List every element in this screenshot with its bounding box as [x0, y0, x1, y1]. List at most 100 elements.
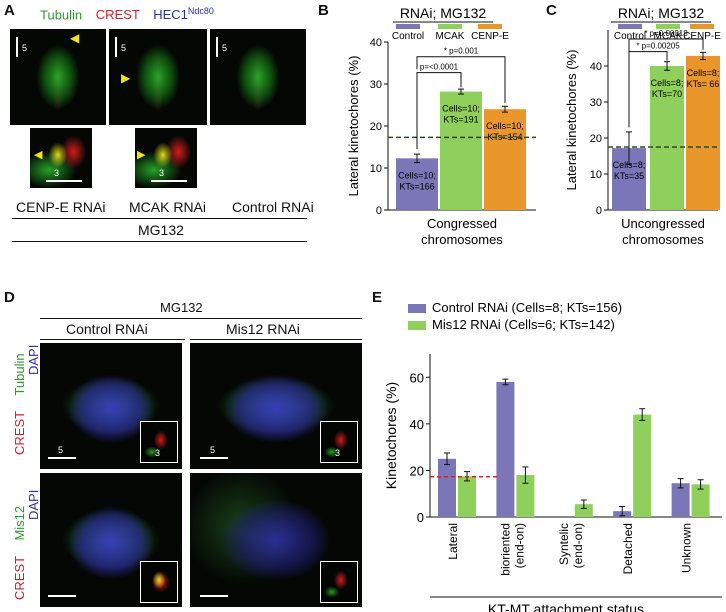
micrograph-control-tubulin: 5 3	[40, 343, 182, 469]
legend-label: MCAK	[436, 31, 465, 42]
legend-crest: CREST	[95, 7, 140, 23]
panel-label-c: C	[546, 2, 557, 19]
y-tick-label: 40	[370, 37, 382, 49]
scale-label: 5	[222, 43, 228, 53]
bar-data-label: KTs= 66	[687, 79, 720, 89]
scale-label: 5	[121, 43, 127, 53]
scale-label: 3	[155, 448, 161, 458]
chart-title: RNAi; MG132	[618, 5, 705, 21]
bar	[650, 66, 684, 210]
x-axis-label-line: chromosomes	[421, 232, 503, 247]
y-tick-label: 20	[590, 133, 602, 145]
x-tick-label: Unknown	[680, 523, 694, 573]
x-tick-label: Lateral	[446, 523, 460, 560]
scale-label: 3	[159, 168, 165, 178]
bar	[438, 458, 456, 517]
condition-label: MCAK RNAi	[129, 199, 207, 215]
y-tick-label: 20	[410, 463, 424, 478]
bar-data-label: KTs=191	[443, 115, 478, 125]
condition-label: Control RNAi	[66, 321, 148, 337]
x-axis-label-line: chromosomes	[622, 232, 704, 247]
y-tick-label: 10	[590, 169, 602, 181]
bar-data-label: Cells=10;	[398, 170, 436, 180]
bar-data-label: Cells=10;	[442, 104, 480, 114]
zoom-cenpe-rnai: ◀ 3	[30, 128, 92, 188]
x-tick-label: Detached	[621, 523, 635, 574]
bar-data-label: Cells=8;	[651, 78, 684, 88]
y-axis-label: Lateral kinetochores (%)	[564, 50, 579, 191]
bar-data-label: Cells=8;	[687, 68, 720, 78]
y-tick-label: 10	[370, 163, 382, 175]
scale-label: 5	[58, 445, 64, 455]
legend-hec1-superscript: Ndc80	[187, 6, 214, 16]
bar	[484, 109, 526, 210]
arrowhead-icon: ◀	[70, 31, 80, 45]
bar	[686, 55, 720, 210]
row2-dapi-label: DAPI	[26, 489, 41, 520]
legend-label: Control	[392, 31, 424, 42]
y-tick-label: 30	[370, 79, 382, 91]
arrowhead-icon: ▶	[121, 71, 131, 85]
chart-b: RNAi; MG132 Control MCAK CENP-E 0 10 20 30 40 Lat…	[346, 5, 536, 247]
significance-bracket	[416, 72, 462, 150]
scale-bar	[200, 595, 228, 597]
panel-label-b: B	[318, 2, 329, 19]
micrograph-mis12-mis12	[190, 473, 362, 607]
scale-bar	[115, 37, 117, 57]
legend-label: MCAK	[654, 31, 683, 42]
row1-channel-labels: CREST Tubulin	[12, 353, 27, 455]
scale-label: 5	[210, 445, 216, 455]
x-tick-label: bioriented	[498, 523, 512, 576]
inset: 3	[320, 421, 358, 463]
divider	[190, 339, 362, 340]
treatment-label: MG132	[138, 222, 184, 238]
legend-label: Control	[614, 31, 646, 42]
row2-channel-labels: CREST Mis12	[12, 505, 27, 600]
scale-bar	[200, 457, 228, 459]
bar	[671, 483, 690, 517]
legend-swatch	[618, 24, 642, 29]
panel-label-e: E	[372, 289, 383, 306]
legend-label: Control RNAi (Cells=8; KTs=156)	[432, 300, 622, 315]
legend-swatch	[656, 24, 680, 29]
scale-label: 3	[335, 448, 341, 458]
legend-swatch	[478, 24, 502, 29]
legend-label: CENP-E	[471, 31, 509, 42]
bar-data-label: Cells=10;	[486, 121, 524, 131]
inset	[140, 561, 178, 603]
x-tick-label: (end-on)	[571, 523, 585, 568]
scale-bar	[48, 595, 76, 597]
scale-bar	[16, 37, 18, 57]
zoom-mcak-rnai: ▶ 3	[135, 128, 197, 188]
legend-hec1: HEC1	[153, 7, 188, 23]
bar-data-label: KTs=166	[399, 181, 434, 191]
bar	[458, 476, 476, 517]
y-tick-label: 30	[590, 97, 602, 109]
divider	[40, 339, 185, 340]
condition-label: CENP-E RNAi	[16, 199, 106, 215]
micrograph-control-rnai: 5	[210, 29, 306, 125]
bar	[496, 381, 515, 517]
scale-bar	[46, 180, 82, 182]
y-tick-label: 40	[590, 61, 602, 73]
x-axis-label: KT-MT attachment status	[488, 601, 644, 612]
bar	[516, 475, 535, 517]
significance-bracket	[416, 56, 506, 103]
x-axis-label-line: Congressed	[427, 216, 497, 231]
micrograph-cenpe-rnai: 5 ◀	[10, 29, 106, 125]
legend-label: CENP-E	[683, 31, 721, 42]
bar	[633, 414, 652, 517]
significance-label: * p=0.001	[444, 47, 479, 56]
bar	[574, 504, 593, 517]
bar	[440, 91, 482, 210]
micrograph-mis12-tubulin: 5 3	[190, 343, 362, 469]
scale-bar	[216, 37, 218, 57]
x-axis-label-line: Uncongressed	[621, 216, 705, 231]
significance-label: * p=0.00018	[644, 29, 688, 38]
bar	[396, 158, 438, 210]
y-axis-label: Kinetochores (%)	[383, 382, 399, 489]
chart-c: RNAi; MG132 Control MCAK CENP-E 0 10 20 30 40 Lat…	[564, 5, 721, 247]
panel-label-a: A	[4, 2, 15, 19]
condition-label: Mis12 RNAi	[226, 321, 300, 337]
divider	[12, 241, 307, 242]
